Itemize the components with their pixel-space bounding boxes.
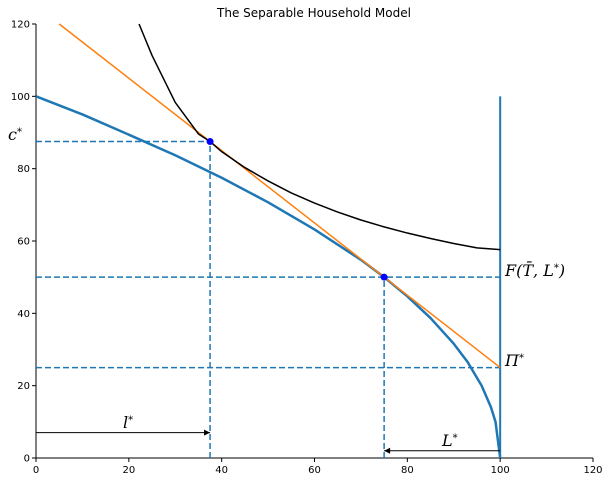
arrow-head — [384, 447, 391, 454]
chart-title: The Separable Household Model — [216, 6, 411, 20]
x-tick-label: 0 — [33, 465, 39, 476]
production-frontier-line — [35, 95, 502, 459]
y-tick-label: 60 — [17, 237, 30, 248]
axes — [35, 24, 593, 459]
y-tick-label: 40 — [17, 309, 30, 320]
L-star-label: L* — [441, 431, 458, 450]
tangency-point — [380, 273, 388, 281]
x-tick-label: 80 — [401, 465, 414, 476]
arrow-head — [204, 429, 211, 436]
c-star-label: c* — [8, 125, 22, 144]
pi-star-label: Π* — [504, 351, 524, 370]
x-tick-label: 60 — [308, 465, 321, 476]
x-ticks: 0 20 40 60 80 100 120 — [33, 458, 603, 476]
y-tick-label: 80 — [17, 164, 30, 175]
guide-lines — [36, 140, 501, 458]
y-tick-label: 120 — [11, 20, 30, 31]
y-tick-label: 20 — [17, 381, 30, 392]
F-label: F(T̄, L*) — [504, 259, 565, 280]
x-tick-label: 100 — [491, 465, 510, 476]
arrows — [36, 429, 501, 454]
x-tick-label: 120 — [583, 465, 602, 476]
y-ticks: 0 20 40 60 80 100 120 — [11, 20, 36, 465]
x-tick-label: 20 — [122, 465, 135, 476]
indifference-curve-line — [138, 23, 501, 251]
y-tick-label: 100 — [11, 92, 30, 103]
curves — [35, 23, 502, 459]
tangency-point — [206, 138, 214, 146]
y-tick-label: 0 — [24, 454, 30, 465]
x-tick-label: 40 — [215, 465, 228, 476]
l-star-label: l* — [123, 413, 133, 432]
budget-line-line — [58, 23, 501, 369]
tangency-points — [206, 138, 388, 281]
